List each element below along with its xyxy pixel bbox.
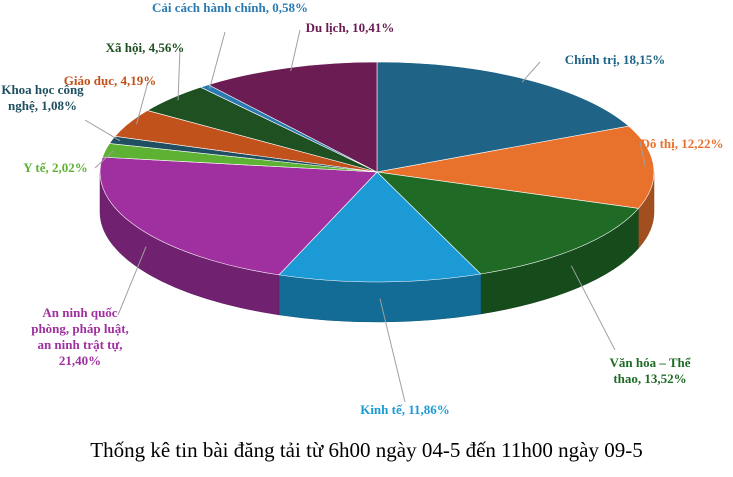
leader-line	[135, 81, 149, 125]
leader-line	[177, 47, 181, 101]
slice	[376, 125, 655, 209]
leader-line	[94, 150, 114, 169]
data-label: Đô thị, 12,22%	[640, 136, 724, 151]
data-label: Kinh tế, 11,86%	[360, 402, 450, 417]
leader-line	[639, 141, 646, 168]
data-label: Chính trị, 18,15%	[564, 52, 666, 67]
data-label: Cải cách hành chính, 0,58%	[151, 0, 309, 15]
slice	[376, 61, 630, 173]
data-label: Văn hóa – Thể thao, 13,52%	[609, 355, 691, 386]
data-label: Du lịch, 10,41%	[305, 20, 395, 35]
leader-line	[209, 31, 226, 89]
leader-line	[379, 298, 406, 403]
slice	[376, 171, 639, 275]
slice	[207, 61, 378, 173]
leader-line	[521, 61, 541, 83]
data-label: Y tế, 2,02%	[23, 160, 88, 175]
slice	[99, 156, 378, 276]
data-label: Khoa học công nghệ, 1,08%	[1, 82, 84, 113]
leader-line	[290, 29, 301, 72]
leader-line	[570, 265, 616, 351]
slice	[278, 171, 482, 283]
data-label: Xã hội, 4,56%	[105, 40, 185, 55]
leader-line	[117, 246, 147, 316]
leader-line	[84, 119, 121, 142]
data-label: Giáo dục, 4,19%	[63, 73, 157, 88]
chart-title: Thống kê tin bài đăng tải từ 6h00 ngày 0…	[90, 438, 643, 462]
data-label: An ninh quốc phòng, pháp luật, an ninh t…	[31, 305, 129, 368]
